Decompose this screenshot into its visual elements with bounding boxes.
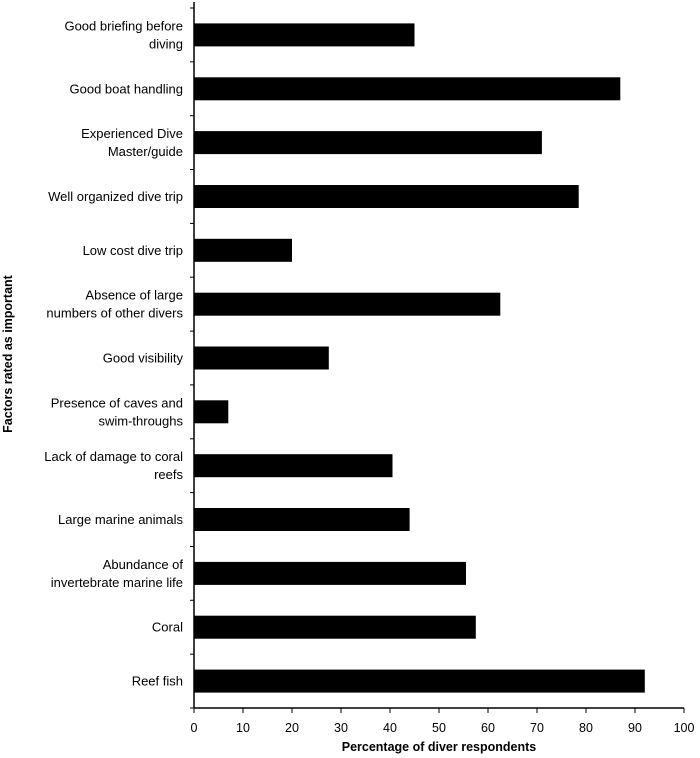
- x-tick-label-20: 20: [285, 721, 299, 735]
- category-label-abundance-of-invertebrate-marine-life: Abundance of invertebrate marine life: [51, 557, 184, 590]
- category-label-experienced-dive-master-guide: Experienced Dive Master/guide: [81, 126, 183, 159]
- category-label-good-visibility: Good visibility: [103, 351, 184, 366]
- bar-well-organized-dive-trip: [194, 185, 579, 208]
- category-label-well-organized-dive-trip: Well organized dive trip: [48, 189, 183, 204]
- category-label-coral: Coral: [152, 620, 183, 635]
- bar-lack-of-damage-to-coral-reefs: [194, 454, 393, 478]
- category-label-lack-of-damage-to-coral-reefs: Lack of damage to coral reefs: [44, 449, 183, 482]
- x-tick-label-90: 90: [628, 721, 642, 735]
- x-tick-label-60: 60: [481, 721, 495, 735]
- category-label-large-marine-animals: Large marine animals: [58, 512, 184, 527]
- bar-coral: [194, 615, 476, 639]
- x-tick-label-30: 30: [334, 721, 348, 735]
- bar-low-cost-dive-trip: [194, 238, 292, 262]
- bars-group: [194, 23, 645, 693]
- category-label-reef-fish: Reef fish: [132, 674, 183, 689]
- y-axis-title: Factors rated as important: [1, 274, 15, 433]
- x-tick-label-0: 0: [191, 721, 198, 735]
- x-tick-label-70: 70: [530, 721, 544, 735]
- bar-abundance-of-invertebrate-marine-life: [194, 561, 466, 585]
- x-axis-title: Percentage of diver respondents: [342, 740, 537, 754]
- category-label-absence-of-large-numbers-of-other-divers: Absence of large numbers of other divers: [46, 288, 183, 321]
- x-tick-label-100: 100: [674, 721, 695, 735]
- bar-presence-of-caves-and-swim-throughs: [194, 400, 229, 424]
- bar-good-visibility: [194, 346, 329, 370]
- category-label-good-boat-handling: Good boat handling: [70, 81, 183, 96]
- x-tick-label-50: 50: [432, 721, 446, 735]
- x-tick-label-40: 40: [383, 721, 397, 735]
- x-ticks: 0 10 20 30 40 50 60 70 80 90 100: [191, 708, 695, 735]
- x-tick-label-10: 10: [236, 721, 250, 735]
- bar-absence-of-large-numbers-of-other-divers: [194, 292, 501, 316]
- category-labels: Good briefing before diving Good boat hand…: [44, 18, 183, 688]
- category-label-presence-of-caves-and-swim-throughs: Presence of caves and swim-throughs: [51, 395, 184, 428]
- bar-good-boat-handling: [194, 77, 621, 101]
- category-label-good-briefing-before-diving: Good briefing before diving: [64, 18, 183, 51]
- bar-good-briefing-before-diving: [194, 23, 415, 47]
- category-label-low-cost-dive-trip: Low cost dive trip: [83, 243, 183, 258]
- x-tick-label-80: 80: [579, 721, 593, 735]
- bar-large-marine-animals: [194, 508, 410, 531]
- bar-reef-fish: [194, 669, 645, 693]
- bar-experienced-dive-master-guide: [194, 131, 542, 155]
